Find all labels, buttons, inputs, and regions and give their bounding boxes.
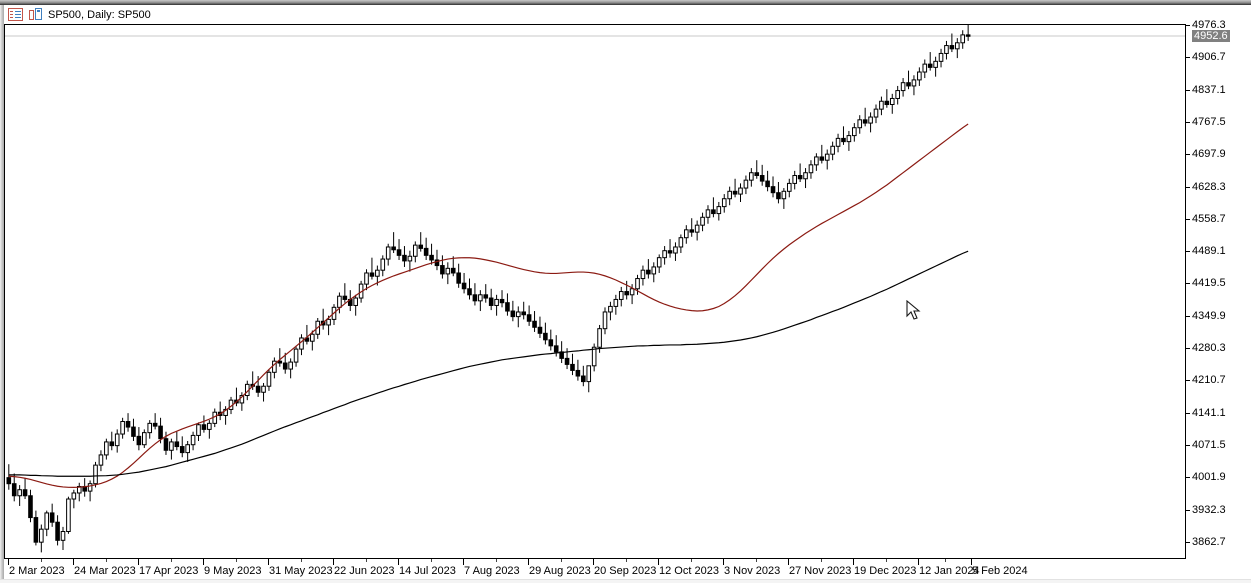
date-tick xyxy=(528,559,529,565)
date-tick-label: 2 Mar 2023 xyxy=(9,565,65,577)
price-axis[interactable]: 4976.3 4906.7 4837.1 4767.5 4697.9 4628.3 4558… xyxy=(1186,19,1251,559)
price-chart-canvas xyxy=(5,25,1185,553)
price-tick xyxy=(1186,444,1190,446)
price-tick-label: 4767.5 xyxy=(1192,115,1226,128)
price-tick xyxy=(1186,348,1190,349)
price-tick xyxy=(1186,218,1190,220)
window-bottom-edge xyxy=(0,579,1251,583)
date-tick xyxy=(853,559,854,565)
price-tick-label: 4001.9 xyxy=(1192,471,1226,484)
price-tick xyxy=(1186,283,1190,285)
date-tick-minor xyxy=(756,559,757,562)
date-tick-label: 19 Dec 2023 xyxy=(854,565,917,577)
date-tick-label: 12 Oct 2023 xyxy=(659,565,719,577)
date-tick-label: 14 Jul 2023 xyxy=(399,565,456,577)
price-tick xyxy=(1186,186,1190,188)
price-tick-label: 3932.3 xyxy=(1192,503,1226,516)
date-tick xyxy=(918,559,919,565)
date-tick-minor xyxy=(691,559,692,562)
date-tick-label: 27 Nov 2023 xyxy=(789,565,852,577)
date-tick-minor xyxy=(626,559,627,562)
date-tick-minor xyxy=(366,559,367,562)
price-tick xyxy=(1186,380,1190,382)
date-tick-minor xyxy=(431,559,432,562)
date-tick xyxy=(658,559,659,565)
price-tick-label: 4489.1 xyxy=(1192,245,1226,258)
date-tick xyxy=(73,559,74,565)
date-tick-minor xyxy=(301,559,302,562)
price-tick-label: 4210.7 xyxy=(1192,374,1226,387)
price-tick xyxy=(1186,477,1190,479)
price-tick xyxy=(1186,89,1190,91)
date-tick xyxy=(788,559,789,565)
date-tick-label: 24 Mar 2023 xyxy=(74,565,136,577)
date-tick xyxy=(333,559,334,565)
price-tick-label: 4837.1 xyxy=(1192,83,1226,96)
price-tick xyxy=(1186,121,1190,123)
date-tick xyxy=(593,559,594,565)
date-tick-minor xyxy=(496,559,497,562)
date-tick-label: 12 Jan 2024 xyxy=(919,565,980,577)
date-tick-minor xyxy=(886,559,887,562)
date-tick-minor xyxy=(41,559,42,562)
price-tick-label: 4419.5 xyxy=(1192,277,1226,290)
price-tick-label: 4349.9 xyxy=(1192,309,1226,322)
date-tick-label: 9 May 2023 xyxy=(204,565,262,577)
date-tick-label: 3 Nov 2023 xyxy=(724,565,781,577)
price-tick xyxy=(1186,154,1190,156)
date-tick-label: 31 May 2023 xyxy=(269,565,333,577)
price-tick xyxy=(1186,509,1190,511)
date-tick-label: 20 Sep 2023 xyxy=(594,565,657,577)
date-tick xyxy=(138,559,139,565)
current-price-label: 4952.6 xyxy=(1192,30,1230,42)
date-tick-minor xyxy=(945,559,946,562)
date-tick xyxy=(723,559,724,565)
date-tick-minor xyxy=(106,559,107,562)
date-tick xyxy=(971,559,972,565)
price-tick-label: 4558.7 xyxy=(1192,212,1226,225)
price-tick-label: 4280.3 xyxy=(1192,342,1226,354)
price-tick xyxy=(1186,541,1190,543)
ma-slow-line xyxy=(8,250,969,477)
chart-titlebar: SP500, Daily: SP500 xyxy=(4,5,1251,24)
price-tick-label: 4697.9 xyxy=(1192,148,1226,161)
price-tick xyxy=(1186,251,1190,253)
ma-fast-line xyxy=(8,123,969,489)
date-tick-label: 7 Aug 2023 xyxy=(464,565,520,577)
date-tick-label: 29 Aug 2023 xyxy=(529,565,591,577)
price-tick xyxy=(1186,315,1190,317)
price-tick-label: 4976.3 xyxy=(1192,19,1226,31)
date-tick-label: 17 Apr 2023 xyxy=(139,565,199,577)
left-edge-scrollbar[interactable] xyxy=(0,5,4,583)
date-tick xyxy=(398,559,399,565)
price-tick-label: 4906.7 xyxy=(1192,51,1226,64)
date-tick xyxy=(203,559,204,565)
candlestick-series xyxy=(6,25,971,553)
page-title: SP500, Daily: SP500 xyxy=(48,8,151,21)
date-tick-minor xyxy=(171,559,172,562)
price-tick-label: 3862.7 xyxy=(1192,535,1226,548)
price-tick xyxy=(1186,25,1190,26)
window-top-edge xyxy=(0,0,1251,5)
data-window-icon[interactable] xyxy=(8,8,23,21)
price-tick-label: 4071.5 xyxy=(1192,438,1226,451)
price-tick-label: 4628.3 xyxy=(1192,180,1226,193)
date-tick xyxy=(8,559,9,565)
date-tick xyxy=(268,559,269,565)
price-tick xyxy=(1186,57,1190,59)
date-tick-label: 22 Jun 2023 xyxy=(334,565,395,577)
chart-plot-area[interactable] xyxy=(4,24,1186,559)
date-tick-minor xyxy=(236,559,237,562)
date-tick-label: 5 Feb 2024 xyxy=(972,565,1028,577)
price-tick xyxy=(1186,412,1190,414)
price-tick-label: 4141.1 xyxy=(1192,406,1226,419)
date-tick xyxy=(463,559,464,565)
chart-properties-icon[interactable] xyxy=(28,8,43,21)
date-tick-minor xyxy=(561,559,562,562)
date-tick-minor xyxy=(821,559,822,562)
